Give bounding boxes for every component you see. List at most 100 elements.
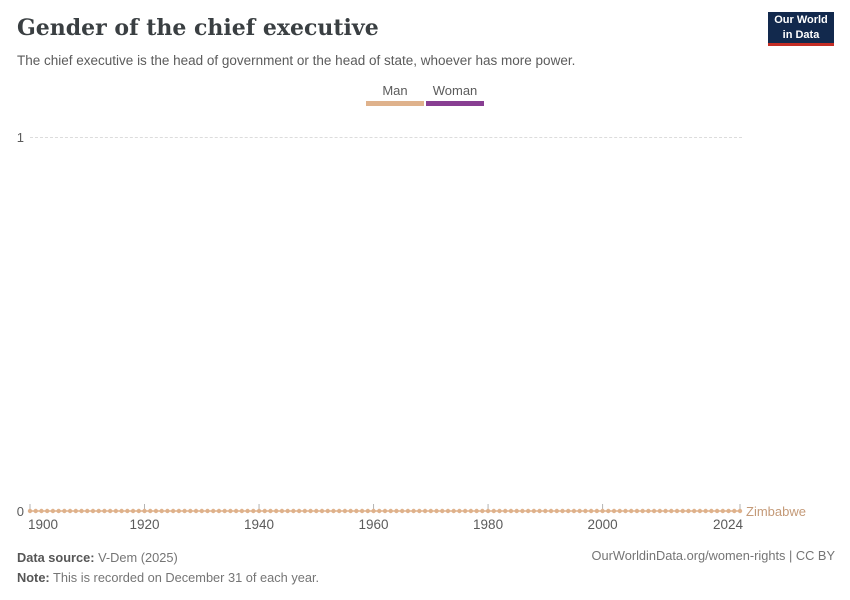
legend: Man Woman xyxy=(0,83,850,106)
owid-logo[interactable]: Our World in Data xyxy=(768,12,834,46)
x-axis-label-2000: 2000 xyxy=(587,517,618,532)
note-line: Note: This is recorded on December 31 of… xyxy=(17,568,319,588)
data-point-marker xyxy=(113,508,119,514)
page-title: Gender of the chief executive xyxy=(17,15,379,41)
data-point-marker xyxy=(548,508,554,514)
data-point-marker xyxy=(159,508,164,514)
data-point-marker xyxy=(228,508,233,514)
footer-source-note: Data source: V-Dem (2025) Note: This is … xyxy=(17,548,319,588)
data-point-marker xyxy=(388,508,393,514)
data-point-marker xyxy=(422,508,428,514)
data-point-marker xyxy=(354,508,359,514)
legend-item-woman[interactable]: Woman xyxy=(426,83,484,106)
legend-swatch-man xyxy=(366,101,424,106)
data-point-marker xyxy=(211,508,216,514)
legend-label-woman: Woman xyxy=(432,83,478,98)
data-point-marker xyxy=(411,508,416,514)
data-point-marker xyxy=(130,508,136,514)
data-point-marker xyxy=(165,508,170,514)
source-label: Data source: xyxy=(17,550,95,565)
page-subtitle: The chief executive is the head of gover… xyxy=(17,53,576,68)
data-point-marker xyxy=(663,508,668,514)
data-point-marker xyxy=(33,508,38,514)
data-point-marker xyxy=(491,508,496,514)
data-point-marker xyxy=(142,508,147,514)
data-point-marker xyxy=(170,508,176,514)
data-point-marker xyxy=(520,508,525,514)
data-point-marker xyxy=(537,508,542,514)
source-line: Data source: V-Dem (2025) xyxy=(17,548,319,568)
data-point-marker xyxy=(399,508,405,514)
data-point-marker xyxy=(331,508,336,514)
data-point-marker xyxy=(737,508,743,514)
owid-logo-line2: in Data xyxy=(782,28,820,41)
y-axis-label-0: 0 xyxy=(16,504,24,519)
data-point-marker xyxy=(594,508,600,514)
data-point-marker xyxy=(606,508,611,514)
data-point-marker xyxy=(474,508,479,514)
data-point-marker xyxy=(691,508,697,514)
data-point-marker xyxy=(302,508,308,514)
data-point-marker xyxy=(571,508,577,514)
data-point-marker xyxy=(703,508,708,514)
data-point-marker xyxy=(27,508,33,514)
data-point-marker xyxy=(85,508,90,514)
data-point-marker xyxy=(480,508,485,514)
data-point-marker xyxy=(67,508,73,514)
data-point-marker xyxy=(697,508,703,514)
data-point-marker xyxy=(39,508,44,514)
gridline-y1 xyxy=(30,137,742,138)
data-point-marker xyxy=(56,508,61,514)
data-point-marker xyxy=(279,508,285,514)
data-point-marker xyxy=(577,508,582,514)
data-point-marker xyxy=(434,508,439,514)
data-point-marker xyxy=(268,508,273,514)
data-point-marker xyxy=(720,508,726,514)
data-point-marker xyxy=(233,508,239,514)
data-point-marker xyxy=(583,508,588,514)
data-point-marker xyxy=(611,508,617,514)
entity-label-zimbabwe[interactable]: Zimbabwe xyxy=(746,504,806,519)
data-point-marker xyxy=(600,508,605,514)
data-point-marker xyxy=(543,508,548,514)
data-point-marker xyxy=(657,508,663,514)
data-point-marker xyxy=(566,508,571,514)
data-point-marker xyxy=(182,508,187,514)
data-point-marker xyxy=(634,508,640,514)
legend-item-man[interactable]: Man xyxy=(366,83,424,106)
data-point-marker xyxy=(417,508,422,514)
data-point-marker xyxy=(371,508,376,514)
data-point-marker xyxy=(640,508,645,514)
data-point-marker xyxy=(325,508,330,514)
legend-label-man: Man xyxy=(382,83,408,98)
data-point-marker xyxy=(359,508,365,514)
data-point-marker xyxy=(680,508,685,514)
footer-url[interactable]: OurWorldinData.org/women-rights | CC BY xyxy=(591,548,835,563)
source-value: V-Dem (2025) xyxy=(94,550,178,565)
data-point-marker xyxy=(451,508,456,514)
data-point-marker xyxy=(405,508,411,514)
data-point-marker xyxy=(199,508,204,514)
y-axis-label-1: 1 xyxy=(16,130,24,145)
data-point-marker xyxy=(274,508,279,514)
data-point-marker xyxy=(588,508,594,514)
data-point-marker xyxy=(377,508,382,514)
data-point-marker xyxy=(468,508,474,514)
x-axis-label-1980: 1980 xyxy=(473,517,504,532)
data-point-marker xyxy=(148,508,153,514)
note-label: Note: xyxy=(17,570,50,585)
data-point-marker xyxy=(216,508,222,514)
data-point-marker xyxy=(732,508,737,514)
data-point-marker xyxy=(497,508,502,514)
data-point-marker xyxy=(617,508,622,514)
data-point-marker xyxy=(251,508,256,514)
data-point-marker xyxy=(62,508,67,514)
data-point-marker xyxy=(136,508,141,514)
x-axis-label-1960: 1960 xyxy=(358,517,389,532)
data-point-marker xyxy=(382,508,388,514)
data-point-marker xyxy=(445,508,451,514)
data-point-marker xyxy=(686,508,691,514)
data-point-marker xyxy=(669,508,674,514)
